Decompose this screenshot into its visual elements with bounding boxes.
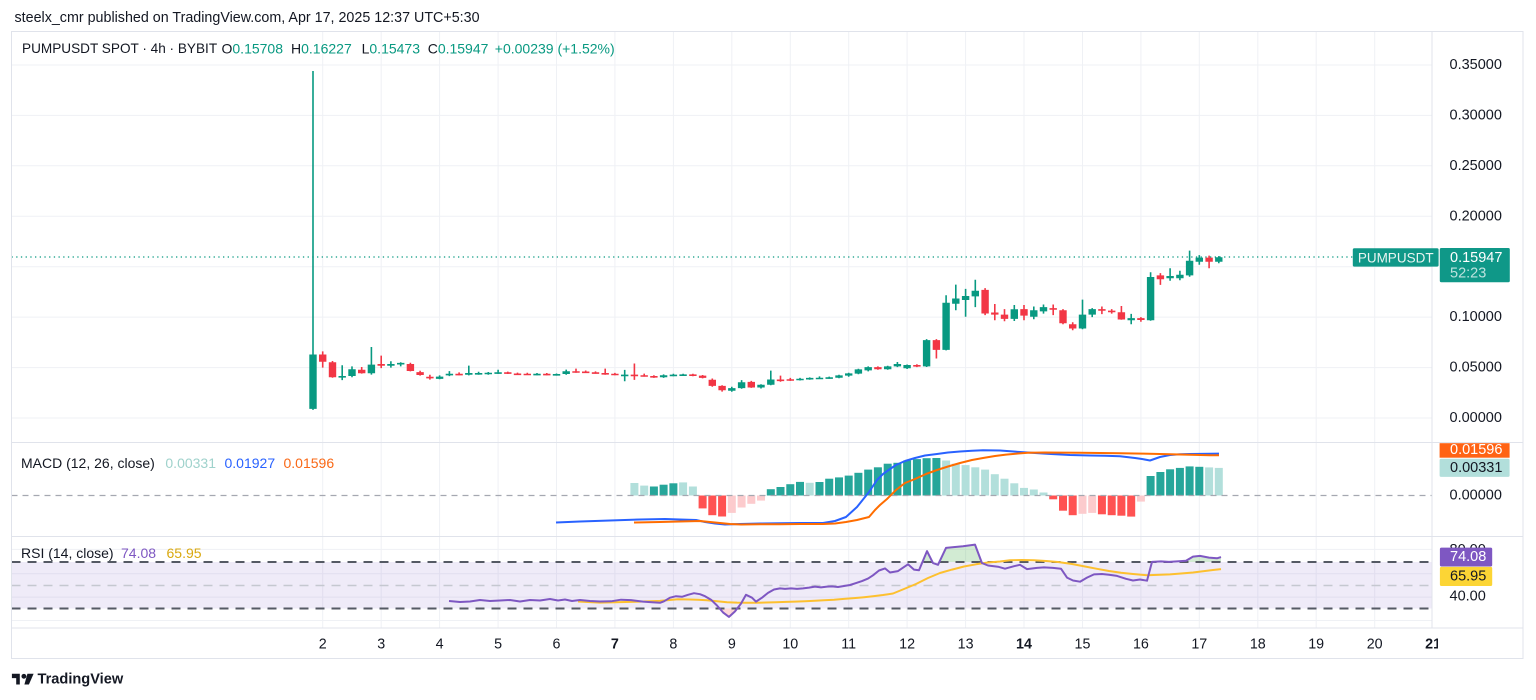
svg-text:13: 13 xyxy=(958,637,974,653)
svg-text:0.20000: 0.20000 xyxy=(1450,208,1502,224)
svg-text:0.01596: 0.01596 xyxy=(284,455,335,471)
svg-text:74.08: 74.08 xyxy=(121,545,156,561)
svg-text:0.35000: 0.35000 xyxy=(1450,57,1502,73)
svg-text:7: 7 xyxy=(611,637,619,653)
svg-text:0.25000: 0.25000 xyxy=(1450,158,1502,174)
svg-text:10: 10 xyxy=(782,637,798,653)
svg-text:0.00000: 0.00000 xyxy=(1450,488,1502,504)
svg-text:steelx_cmr published on Tradin: steelx_cmr published on TradingView.com,… xyxy=(15,10,480,26)
svg-text:21: 21 xyxy=(1425,637,1441,653)
svg-text:16: 16 xyxy=(1133,637,1149,653)
svg-text:MACD (12, 26, close): MACD (12, 26, close) xyxy=(21,455,155,471)
svg-text:52:23: 52:23 xyxy=(1450,266,1486,282)
svg-text:0.01927: 0.01927 xyxy=(225,455,276,471)
svg-text:4: 4 xyxy=(436,637,444,653)
svg-text:PUMPUSDT: PUMPUSDT xyxy=(1358,251,1434,266)
svg-text:0.01596: 0.01596 xyxy=(1450,442,1502,458)
svg-text:6: 6 xyxy=(553,637,561,653)
svg-text:17: 17 xyxy=(1191,637,1207,653)
svg-text:L0.15473: L0.15473 xyxy=(362,41,421,57)
svg-text:14: 14 xyxy=(1016,637,1032,653)
svg-text:0.05000: 0.05000 xyxy=(1450,360,1502,376)
svg-text:19: 19 xyxy=(1308,637,1324,653)
svg-text:O0.15708: O0.15708 xyxy=(222,41,284,57)
svg-text:0.30000: 0.30000 xyxy=(1450,107,1502,123)
svg-text:9: 9 xyxy=(728,637,736,653)
svg-text:+0.00239 (+1.52%): +0.00239 (+1.52%) xyxy=(495,41,615,57)
svg-text:18: 18 xyxy=(1250,637,1266,653)
svg-text:RSI (14, close): RSI (14, close) xyxy=(21,545,114,561)
svg-text:11: 11 xyxy=(841,637,856,653)
svg-text:TradingView: TradingView xyxy=(38,672,124,688)
svg-text:65.95: 65.95 xyxy=(167,545,202,561)
svg-text:0.00000: 0.00000 xyxy=(1450,410,1502,426)
svg-text:74.08: 74.08 xyxy=(1450,549,1486,565)
svg-text:40.00: 40.00 xyxy=(1450,589,1486,605)
svg-text:0.00331: 0.00331 xyxy=(1450,460,1502,476)
svg-text:C0.15947: C0.15947 xyxy=(428,41,489,57)
svg-text:0.00331: 0.00331 xyxy=(165,455,216,471)
svg-text:12: 12 xyxy=(899,637,915,653)
svg-text:65.95: 65.95 xyxy=(1450,569,1486,585)
svg-text:PUMPUSDT SPOT · 4h · BYBIT: PUMPUSDT SPOT · 4h · BYBIT xyxy=(22,41,217,56)
svg-text:8: 8 xyxy=(669,637,677,653)
svg-text:20: 20 xyxy=(1367,637,1383,653)
svg-text:5: 5 xyxy=(494,637,502,653)
svg-text:H0.16227: H0.16227 xyxy=(291,41,352,57)
svg-text:0.15947: 0.15947 xyxy=(1450,250,1502,266)
svg-text:2: 2 xyxy=(319,637,327,653)
svg-text:0.10000: 0.10000 xyxy=(1450,309,1502,325)
svg-text:3: 3 xyxy=(377,637,385,653)
svg-text:15: 15 xyxy=(1075,637,1091,653)
